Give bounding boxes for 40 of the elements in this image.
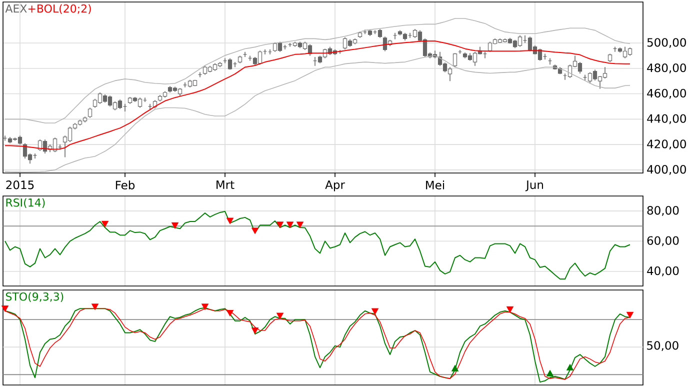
y-tick-label: 440,00 xyxy=(647,114,686,124)
text: +BOL(20;2) xyxy=(28,4,91,14)
point xyxy=(226,310,234,316)
x-tick-label: Jun xyxy=(525,180,544,192)
point xyxy=(102,220,108,228)
point xyxy=(566,364,574,370)
x-tick-label: Mrt xyxy=(216,180,234,189)
x-tick-label: 2015 xyxy=(6,180,34,190)
y-tick-label: 40,00 xyxy=(647,266,679,276)
point xyxy=(372,308,378,314)
series-label: STO(9,3,3) xyxy=(6,292,64,302)
x-tick-label: Mei xyxy=(426,180,444,190)
x-tick-label: Feb xyxy=(116,180,135,190)
point xyxy=(296,222,304,228)
point xyxy=(252,228,258,234)
y-tick-label: 80,00 xyxy=(647,206,679,216)
point xyxy=(452,365,458,372)
y-tick-label: 480,00 xyxy=(647,63,686,74)
point xyxy=(286,222,294,228)
text: 50,00 xyxy=(647,341,678,351)
y-tick-label: 60,00 xyxy=(647,236,679,246)
point xyxy=(252,327,258,334)
point xyxy=(226,218,234,224)
text: RSI(14) xyxy=(6,198,45,208)
point xyxy=(276,312,284,320)
point xyxy=(202,304,208,310)
y-tick-label: 420,00 xyxy=(647,140,686,150)
candlestick xyxy=(88,107,92,118)
candlestick xyxy=(452,52,458,68)
x-tick-label: Apr xyxy=(325,180,345,192)
point xyxy=(172,222,178,229)
point xyxy=(276,222,284,228)
point xyxy=(2,305,8,312)
y-tick-label: 460,00 xyxy=(647,88,686,99)
point xyxy=(626,312,634,318)
text: AEX xyxy=(5,4,27,13)
point xyxy=(506,306,514,313)
point xyxy=(92,304,98,310)
y-tick-label: 500,00 xyxy=(647,38,686,48)
y-tick-label: 400,00 xyxy=(647,165,686,175)
